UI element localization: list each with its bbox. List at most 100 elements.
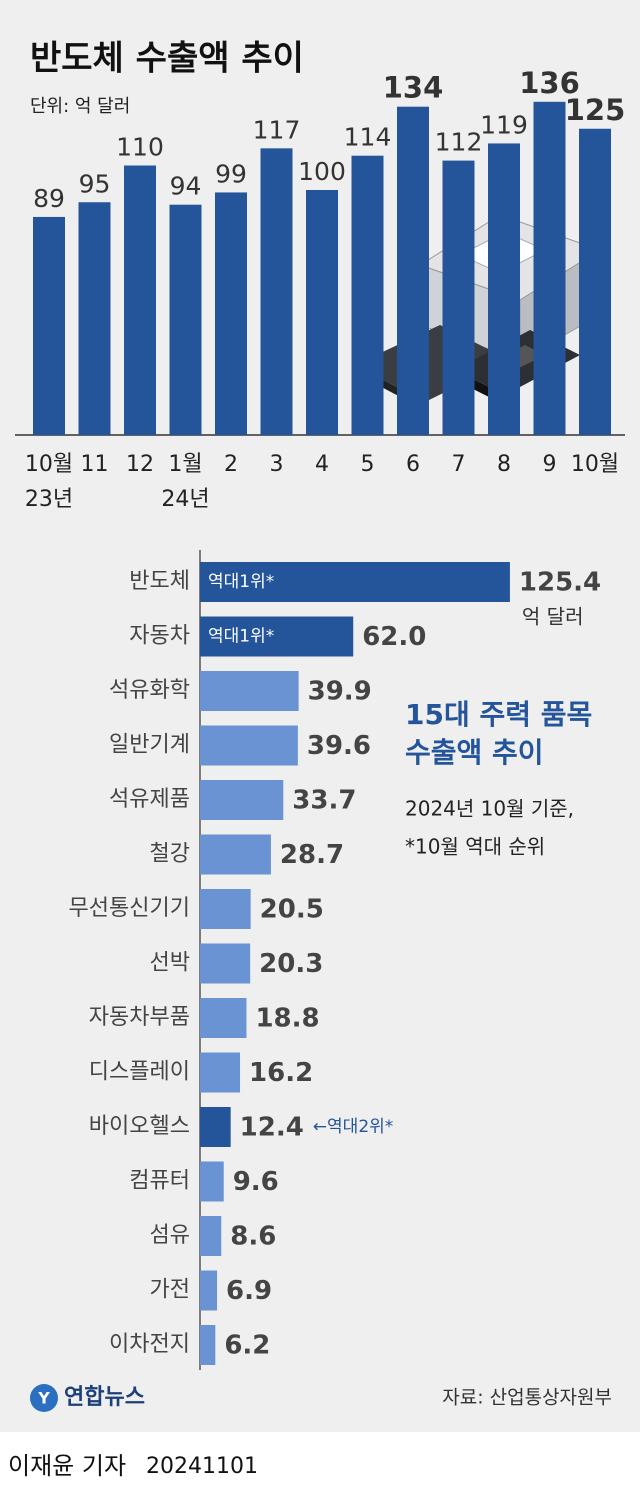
bar-note: 역대1위* bbox=[208, 572, 274, 592]
x-tick-label: 4 bbox=[315, 452, 329, 477]
bar bbox=[124, 165, 156, 435]
bar bbox=[397, 106, 429, 435]
bar bbox=[200, 780, 284, 820]
y-tick-label: 디스플레이 bbox=[89, 1060, 190, 1085]
bar bbox=[200, 889, 251, 929]
value-label: 114 bbox=[344, 123, 392, 152]
y-tick-label: 자동차부품 bbox=[89, 1005, 190, 1030]
value-label: 89 bbox=[33, 184, 65, 213]
x-tick-label: 8 bbox=[497, 452, 511, 477]
x-tick-label: 10월 bbox=[571, 452, 619, 477]
value-label: 12.4 bbox=[240, 1113, 304, 1143]
logo-mark: Y bbox=[37, 1389, 50, 1408]
x-tick-label: 11 bbox=[81, 452, 109, 477]
value-label: 9.6 bbox=[233, 1167, 279, 1197]
logo-text: 연합뉴스 bbox=[64, 1384, 145, 1410]
bar bbox=[200, 834, 271, 875]
unit-label: 억 달러 bbox=[522, 605, 584, 629]
y-tick-label: 철강 bbox=[150, 842, 190, 867]
bar bbox=[260, 148, 293, 435]
value-label: 33.7 bbox=[292, 786, 356, 816]
date: 20241101 bbox=[146, 1454, 258, 1479]
bar bbox=[200, 725, 298, 766]
y-tick-label: 컴퓨터 bbox=[129, 1169, 190, 1194]
y-tick-label: 선박 bbox=[150, 951, 190, 976]
y-tick-label: 석유화학 bbox=[109, 678, 190, 703]
bar bbox=[200, 1107, 231, 1147]
value-label: 6.9 bbox=[226, 1276, 272, 1306]
value-label: 134 bbox=[383, 71, 444, 105]
value-label: 112 bbox=[435, 128, 483, 157]
x-tick-label: 5 bbox=[361, 452, 375, 477]
value-label: 6.2 bbox=[224, 1331, 270, 1361]
bar-note: 역대1위* bbox=[208, 627, 274, 647]
bar bbox=[200, 998, 247, 1038]
value-label: 94 bbox=[170, 172, 202, 201]
x-tick-label: 3 bbox=[270, 452, 284, 477]
y-tick-label: 이차전지 bbox=[109, 1332, 190, 1357]
x-tick-label: 7 bbox=[452, 452, 466, 477]
value-label: 125 bbox=[565, 93, 626, 127]
bar bbox=[200, 562, 510, 602]
y-tick-label: 반도체 bbox=[129, 569, 190, 594]
bar bbox=[533, 101, 566, 436]
x-tick-label: 6 bbox=[406, 452, 420, 477]
x-tick-label: 10월 bbox=[25, 452, 73, 477]
value-label: 117 bbox=[253, 115, 301, 144]
value-label: 16.2 bbox=[249, 1058, 313, 1088]
bar bbox=[200, 1052, 241, 1093]
bar bbox=[200, 1270, 218, 1311]
annotation: ←역대2위* bbox=[313, 1117, 393, 1137]
y-tick-label: 일반기계 bbox=[109, 733, 190, 758]
value-label: 28.7 bbox=[280, 840, 344, 870]
chart-title: 반도체 수출액 추이 bbox=[30, 39, 304, 79]
value-label: 18.8 bbox=[255, 1004, 319, 1034]
x-tick-label: 1월 bbox=[168, 452, 202, 477]
byline: 이재윤 기자 bbox=[8, 1452, 126, 1480]
value-label: 110 bbox=[116, 133, 164, 162]
bar bbox=[442, 160, 475, 435]
y-tick-label: 가전 bbox=[150, 1278, 190, 1303]
bar bbox=[215, 192, 247, 435]
value-label: 99 bbox=[215, 159, 247, 188]
y-tick-label: 무선통신기기 bbox=[69, 896, 190, 921]
value-label: 20.5 bbox=[260, 895, 324, 925]
bar bbox=[200, 1161, 224, 1202]
value-label: 39.9 bbox=[308, 677, 372, 707]
bar bbox=[78, 202, 111, 435]
value-label: 20.3 bbox=[259, 949, 323, 979]
chart-subtitle: *10월 역대 순위 bbox=[405, 835, 545, 859]
value-label: 125.4 bbox=[519, 568, 601, 598]
x-tick-label: 9 bbox=[543, 452, 557, 477]
value-label: 62.0 bbox=[362, 622, 426, 652]
value-label: 119 bbox=[480, 110, 528, 139]
x-tick-label: 12 bbox=[126, 452, 154, 477]
bar bbox=[200, 1325, 216, 1365]
y-tick-label: 자동차 bbox=[129, 624, 190, 649]
y-tick-label: 섬유 bbox=[150, 1223, 190, 1248]
value-label: 39.6 bbox=[307, 731, 371, 761]
chart-subtitle: 2024년 10월 기준, bbox=[405, 797, 574, 821]
bar bbox=[579, 128, 611, 435]
value-label: 8.6 bbox=[230, 1222, 276, 1252]
bar bbox=[200, 943, 251, 984]
bar bbox=[200, 1216, 222, 1256]
value-label: 100 bbox=[298, 157, 346, 186]
chart-title: 15대 주력 품목 bbox=[405, 698, 592, 731]
bar bbox=[351, 155, 384, 435]
bar bbox=[200, 671, 299, 711]
y-tick-label: 석유제품 bbox=[109, 787, 190, 812]
value-label: 95 bbox=[79, 169, 111, 198]
year-label: 24년 bbox=[161, 487, 209, 512]
x-tick-label: 2 bbox=[224, 452, 238, 477]
source: 자료: 산업통상자원부 bbox=[442, 1387, 612, 1409]
bar bbox=[33, 216, 65, 435]
year-label: 23년 bbox=[25, 487, 73, 512]
logo: Y bbox=[30, 1384, 58, 1412]
chart-subtitle: 단위: 억 달러 bbox=[30, 96, 130, 117]
chart-title: 수출액 추이 bbox=[405, 736, 544, 769]
bar bbox=[200, 616, 354, 657]
bar bbox=[306, 190, 338, 435]
value-label: 136 bbox=[519, 66, 580, 100]
